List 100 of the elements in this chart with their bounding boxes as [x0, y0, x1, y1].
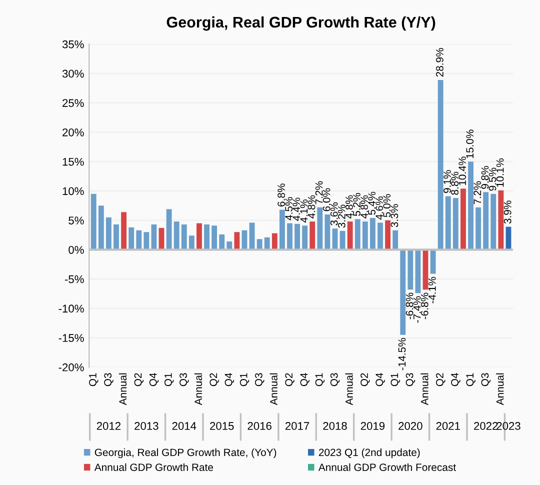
- data-label: 3.2%: [338, 204, 346, 228]
- x-tick-label: Q2: [285, 373, 294, 386]
- y-tick-label: 30%: [62, 70, 84, 78]
- x-tick-label: Q4: [224, 373, 234, 386]
- bar: [166, 209, 172, 250]
- text: 2014: [172, 422, 196, 430]
- bar: [498, 190, 504, 250]
- bar: [438, 80, 444, 250]
- data-label: 4.1%: [300, 199, 308, 223]
- x-tick-label: Q1: [466, 373, 476, 386]
- bar: [347, 221, 353, 250]
- bar: [106, 217, 112, 250]
- x-tick-label: Q4: [149, 373, 159, 386]
- data-label: 5.2%: [353, 193, 360, 216]
- bar: [98, 206, 104, 250]
- bar: [121, 212, 127, 250]
- bar: [174, 221, 180, 250]
- x-tick-label: Q4: [300, 373, 310, 386]
- bar: [256, 239, 262, 250]
- bar: [317, 207, 323, 250]
- text: 2015: [210, 422, 234, 430]
- y-tick-label: -15%: [58, 334, 84, 342]
- data-label: 10.1%: [496, 158, 504, 187]
- bar: [196, 223, 202, 250]
- bar: [422, 250, 428, 290]
- data-label: 6.0%: [322, 188, 330, 212]
- data-label: 4.6%: [376, 196, 384, 220]
- x-tick-label: Q1: [315, 373, 325, 386]
- bar: [294, 224, 300, 250]
- bar: [385, 220, 391, 250]
- data-label: 4.8%: [360, 195, 368, 218]
- x-tick-label: Q2: [360, 373, 370, 386]
- bar: [354, 219, 360, 250]
- bar: [324, 214, 330, 250]
- legend-label: Georgia, Real GDP Growth Rate, (YoY): [94, 448, 276, 458]
- bar: [400, 250, 406, 335]
- y-tick-label: 10%: [62, 187, 84, 196]
- bar: [90, 194, 96, 250]
- bar: [302, 226, 308, 250]
- data-label: 9.8%: [481, 166, 489, 189]
- bar: [212, 226, 218, 250]
- y-tick-label: 25%: [62, 99, 84, 107]
- data-label: 28.9%: [436, 48, 444, 77]
- data-label: -4.1%: [428, 276, 436, 304]
- bar: [272, 233, 278, 250]
- text: 2013: [134, 422, 158, 430]
- data-label: -7.4%: [413, 296, 421, 323]
- data-label: 15.0%: [466, 130, 474, 158]
- data-label: 3.6%: [330, 202, 338, 226]
- y-tick-label: 5%: [68, 216, 84, 224]
- text: 2018: [323, 422, 347, 430]
- legend-label: Annual GDP Growth Rate: [94, 463, 214, 472]
- x-tick-label: Q4: [376, 373, 385, 386]
- x-tick-label: Q4: [451, 373, 460, 386]
- text: 2019: [360, 422, 385, 430]
- text: 2016: [248, 422, 272, 430]
- data-label: 4.8%: [346, 195, 353, 218]
- text: 2017: [285, 422, 310, 430]
- x-tick-label: Annual: [496, 373, 504, 406]
- x-tick-label: Annual: [420, 373, 428, 406]
- x-tick-label: Q3: [330, 373, 340, 386]
- data-label: 8.8%: [451, 172, 458, 195]
- bar: [370, 218, 376, 250]
- legend-label: 2023 Q1 (2nd update): [318, 448, 420, 458]
- text: 2020: [398, 422, 422, 430]
- x-tick-label: Q3: [104, 373, 114, 386]
- bar: [310, 221, 316, 250]
- x-tick-label: Q1: [164, 373, 174, 386]
- x-tick-label: Annual: [118, 373, 127, 406]
- bar: [136, 230, 142, 250]
- y-tick-label: 20%: [62, 128, 84, 136]
- bar: [362, 221, 368, 250]
- y-tick-label: -10%: [58, 304, 84, 313]
- bar: [392, 230, 398, 250]
- bar: [445, 196, 451, 250]
- x-tick-label: Annual: [194, 373, 202, 406]
- bar: [204, 224, 210, 250]
- bar: [408, 250, 414, 290]
- bar: [279, 210, 285, 250]
- data-label: -14.5%: [398, 338, 406, 370]
- x-tick-label: Q2: [210, 373, 219, 386]
- x-tick-label: Q1: [390, 373, 400, 386]
- x-tick-label: Q3: [481, 373, 491, 386]
- x-tick-label: Q1: [89, 373, 98, 386]
- text: 2023: [496, 422, 520, 430]
- x-tick-label: Annual: [345, 373, 353, 406]
- data-label: 9.1%: [444, 170, 451, 193]
- y-tick-label: -5%: [64, 275, 84, 284]
- text: 2021: [436, 422, 460, 430]
- bar: [181, 224, 187, 250]
- bar: [128, 227, 134, 250]
- bar: [476, 207, 482, 250]
- data-label: 9.5%: [488, 168, 496, 191]
- bar: [468, 162, 474, 250]
- bar: [287, 223, 292, 250]
- bar: [264, 237, 270, 250]
- bar: [430, 250, 436, 274]
- bar: [114, 224, 119, 250]
- y-tick-label: 15%: [62, 158, 84, 166]
- data-label: 6.8%: [278, 184, 285, 206]
